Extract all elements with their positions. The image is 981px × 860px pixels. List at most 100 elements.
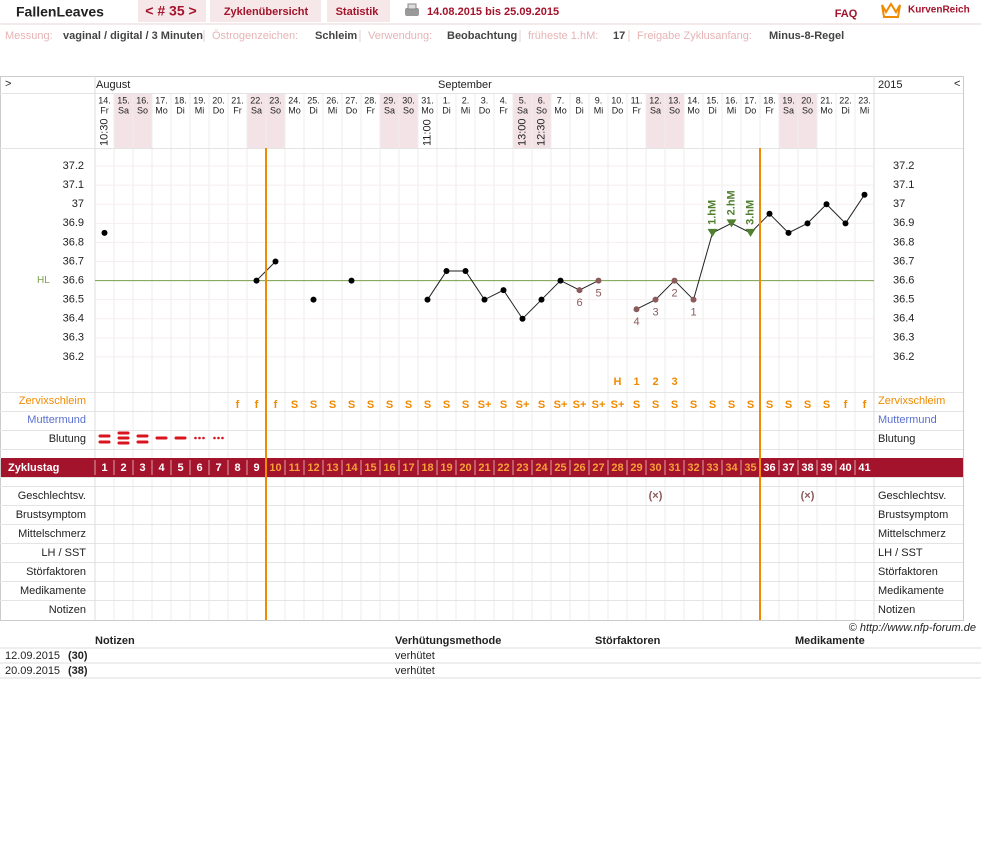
day-date: 26. [326, 95, 339, 105]
cervix-value: S [367, 399, 374, 411]
y-tick-label: 36.3 [63, 332, 84, 344]
day-date: 28. [364, 95, 377, 105]
row-label: Brustsymptom [16, 509, 86, 521]
y-tick-label: 37 [72, 198, 84, 210]
cycle-day: 26 [573, 462, 585, 474]
printer-icon [405, 8, 419, 16]
day-date: 8. [576, 95, 584, 105]
day-weekday: Sa [118, 105, 129, 115]
high-label: 2.hM [725, 190, 737, 215]
cervix-value: S [462, 399, 469, 411]
day-date: 29. [383, 95, 396, 105]
cycle-day: 2 [120, 462, 126, 474]
day-date: 18. [174, 95, 187, 105]
y-tick-label: 37.1 [63, 179, 84, 191]
row-label: Blutung [49, 433, 86, 445]
cervix-value: S [310, 399, 317, 411]
cycle-day: 27 [592, 462, 604, 474]
row-label: Geschlechtsv. [18, 490, 86, 502]
month-label: September [438, 79, 492, 91]
cycle-day: 28 [611, 462, 623, 474]
setting-label: Messung: [5, 30, 53, 42]
day-date: 14. [98, 95, 111, 105]
day-date: 15. [117, 95, 130, 105]
day-weekday: Sa [251, 105, 262, 115]
temperature-point [576, 287, 583, 294]
nav-arrow[interactable]: > [5, 78, 11, 90]
faq-link[interactable]: FAQ [835, 8, 858, 20]
day-date: 23. [269, 95, 282, 105]
cycle-day: 7 [215, 462, 221, 474]
y-tick-label: 37.2 [63, 160, 84, 172]
temperature-point [671, 277, 678, 284]
cycle-day: 6 [196, 462, 202, 474]
temperature-point [823, 201, 830, 208]
day-date: 22. [839, 95, 852, 105]
day-date: 19. [193, 95, 206, 105]
day-date: 17. [744, 95, 757, 105]
day-weekday: So [669, 105, 680, 115]
nav-arrow[interactable]: < [954, 78, 960, 90]
cycle-day: 34 [725, 462, 738, 474]
setting-value: vaginal / digital / 3 Minuten [63, 30, 203, 42]
day-weekday: Mo [155, 105, 168, 115]
table-header: Verhütungsmethode [395, 635, 501, 647]
cycle-day: 21 [478, 462, 490, 474]
y-tick-label: 36.3 [893, 332, 914, 344]
day-weekday: Fr [499, 105, 508, 115]
note-day: (30) [68, 650, 88, 662]
y-tick-label: 36.7 [63, 255, 84, 267]
cervix-value: S [443, 399, 450, 411]
cycle-day: 13 [326, 462, 338, 474]
cycle-day: 16 [383, 462, 395, 474]
measure-time: 12:30 [535, 118, 547, 146]
y-tick-label: 36.7 [893, 255, 914, 267]
cycle-nav[interactable]: < # 35 > [145, 3, 196, 19]
row-label: Störfaktoren [878, 566, 938, 578]
day-weekday: Sa [384, 105, 395, 115]
high-label: 1.hM [706, 200, 718, 225]
bleeding-icon [136, 440, 149, 444]
day-weekday: Mi [727, 105, 737, 115]
temperature-point [348, 277, 355, 284]
day-weekday: So [270, 105, 281, 115]
row-label: Zyklustag [8, 462, 59, 474]
row-label: Geschlechtsv. [878, 490, 946, 502]
year-label: 2015 [878, 79, 902, 91]
tab-bg [210, 0, 321, 22]
tab[interactable]: Statistik [336, 6, 380, 18]
cervix-value: f [863, 399, 867, 411]
day-weekday: Sa [517, 105, 528, 115]
temperature-point [253, 277, 260, 284]
day-date: 20. [212, 95, 225, 105]
bleeding-icon [221, 436, 224, 440]
day-weekday: Do [745, 105, 757, 115]
day-date: 9. [595, 95, 603, 105]
measure-time: 13:00 [516, 118, 528, 146]
setting-value: Beobachtung [447, 30, 517, 42]
weekend-shade [114, 93, 133, 148]
bleeding-icon [198, 436, 201, 440]
y-tick-label: 36.8 [63, 236, 84, 248]
y-tick-label: 36.9 [893, 217, 914, 229]
cycle-day: 4 [158, 462, 165, 474]
low-label: 6 [576, 297, 582, 309]
temperature-point [101, 229, 108, 236]
cycle-day: 18 [421, 462, 433, 474]
y-tick-label: 37 [893, 198, 905, 210]
cervix-value: S+ [554, 399, 568, 411]
low-label: 5 [595, 287, 601, 299]
day-weekday: Mi [594, 105, 604, 115]
month-label: August [96, 79, 130, 91]
tab[interactable]: Zyklenübersicht [224, 6, 309, 18]
row-label: Mittelschmerz [18, 528, 86, 540]
day-weekday: Mi [195, 105, 205, 115]
brand: KurvenReich [908, 5, 970, 16]
table-header: Störfaktoren [595, 635, 661, 647]
setting-value: 17 [613, 30, 625, 42]
low-label: 1 [690, 307, 696, 319]
row-label: Medikamente [878, 585, 944, 597]
user-name: FallenLeaves [16, 4, 104, 20]
y-tick-label: 37.1 [893, 179, 914, 191]
low-label: 3 [652, 307, 658, 319]
